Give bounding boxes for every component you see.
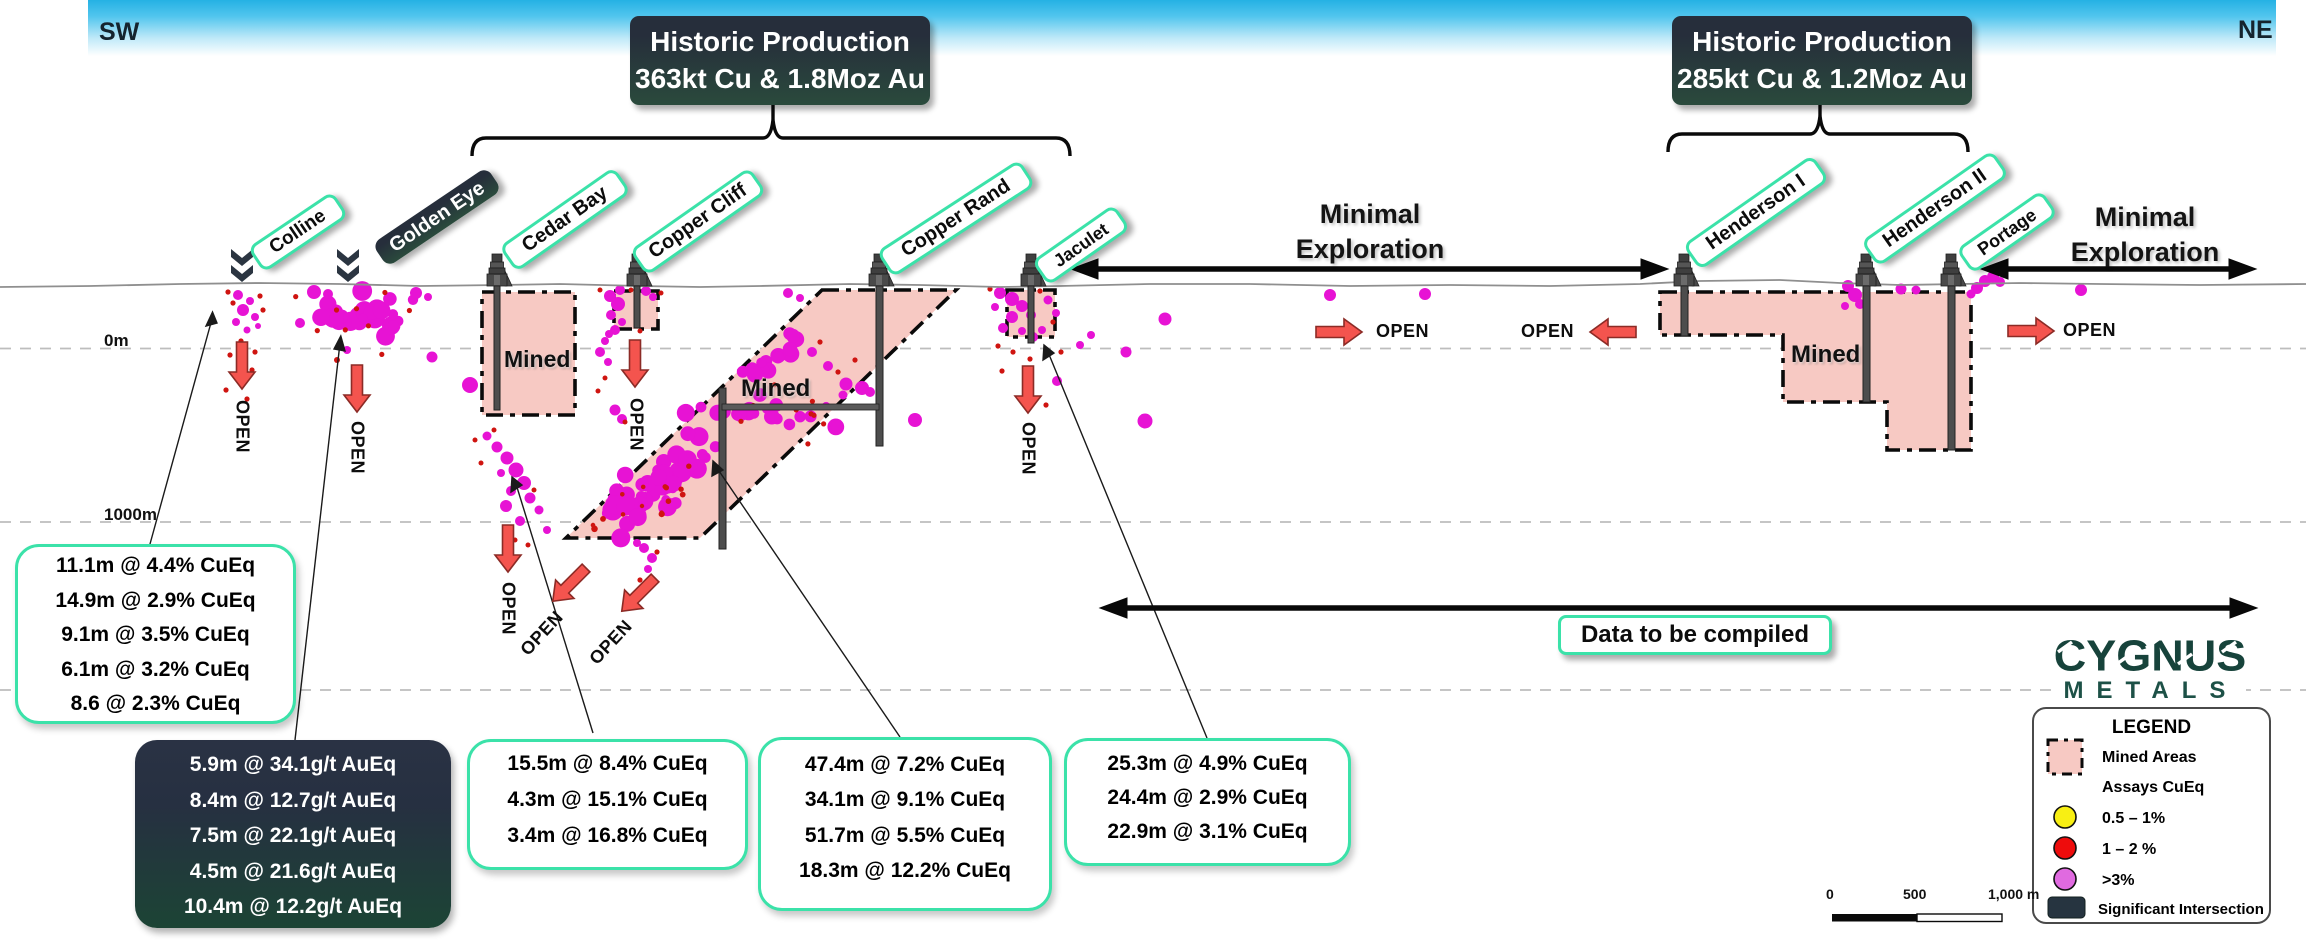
svg-text:CYGNUS: CYGNUS [2054,632,2246,680]
svg-text:METALS: METALS [2064,677,2239,704]
